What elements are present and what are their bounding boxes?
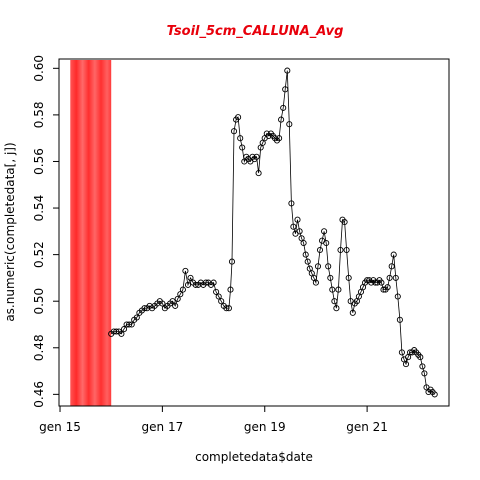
- data-point: [215, 293, 222, 300]
- series-line: [110, 70, 436, 395]
- data-point: [225, 305, 232, 312]
- data-point: [187, 274, 194, 281]
- data-point: [177, 291, 184, 298]
- data-point: [421, 370, 428, 377]
- data-point: [396, 316, 403, 323]
- x-axis: gen 15 gen 17 gen 19 gen 21: [39, 405, 388, 434]
- y-tick-label: 0.58: [32, 102, 46, 129]
- data-point: [120, 326, 128, 333]
- data-point: [118, 330, 125, 337]
- data-point: [174, 295, 181, 302]
- data-point: [296, 228, 303, 235]
- data-point: [312, 279, 319, 286]
- data-point: [314, 263, 322, 270]
- data-point: [327, 274, 334, 281]
- data-point: [323, 239, 330, 247]
- data-point: [402, 361, 410, 368]
- data-point: [388, 263, 395, 270]
- highlight-band-layer: [70, 60, 112, 406]
- y-tick-label: 0.50: [32, 288, 46, 315]
- data-point: [286, 121, 293, 128]
- data-point: [302, 251, 309, 258]
- data-point: [316, 246, 324, 254]
- data-point: [227, 286, 234, 293]
- data-point: [331, 298, 338, 305]
- chart-title: Tsoil_5cm_CALLUNA_Avg: [167, 24, 344, 39]
- y-axis: 0.46 0.48 0.50 0.52 0.54 0.56 0.58 0.60: [32, 55, 60, 408]
- y-tick-label: 0.54: [32, 195, 46, 222]
- data-point: [202, 279, 209, 286]
- data-point: [182, 267, 189, 274]
- data-point: [294, 216, 301, 223]
- data-point: [159, 300, 166, 307]
- data-point: [337, 246, 344, 254]
- data-point: [278, 116, 285, 123]
- data-points-layer: [108, 67, 438, 398]
- data-point: [284, 67, 291, 74]
- data-point: [288, 200, 295, 207]
- data-point: [431, 391, 438, 398]
- data-point: [394, 293, 401, 300]
- y-axis-label: as.numeric(completedata[, j]): [3, 142, 17, 321]
- y-tick-label: 0.60: [32, 55, 46, 82]
- x-tick-label: gen 15: [39, 420, 81, 434]
- data-point: [239, 144, 246, 151]
- data-point: [384, 284, 391, 291]
- data-point: [253, 153, 260, 160]
- data-point: [390, 251, 397, 258]
- data-point: [349, 309, 356, 316]
- data-point: [141, 305, 148, 312]
- data-point: [333, 305, 340, 312]
- y-tick-label: 0.56: [32, 148, 46, 175]
- data-point: [169, 298, 176, 305]
- data-point: [398, 349, 405, 356]
- data-point: [113, 328, 120, 335]
- x-tick-label: gen 19: [244, 420, 286, 434]
- data-point: [172, 302, 179, 309]
- data-point: [133, 314, 140, 321]
- highlight-band: [70, 60, 112, 406]
- y-tick-label: 0.52: [32, 241, 46, 268]
- x-tick-label: gen 17: [142, 420, 184, 434]
- data-point: [386, 274, 393, 281]
- data-point: [335, 286, 342, 293]
- data-point: [218, 298, 225, 305]
- data-point: [282, 86, 289, 93]
- data-point: [419, 363, 426, 370]
- y-tick-label: 0.46: [32, 381, 46, 408]
- data-point: [179, 286, 186, 293]
- data-point: [325, 263, 332, 270]
- data-point: [280, 104, 287, 111]
- x-axis-label: completedata$date: [195, 450, 313, 464]
- data-point: [276, 135, 283, 142]
- data-point: [128, 321, 135, 328]
- plot-frame: [58, 58, 450, 407]
- data-point: [392, 274, 399, 281]
- data-point: [184, 281, 192, 288]
- data-point: [417, 354, 424, 361]
- data-point: [304, 258, 311, 265]
- data-point: [223, 305, 230, 312]
- data-point: [213, 288, 220, 295]
- data-point: [237, 135, 244, 142]
- data-point: [300, 239, 307, 247]
- data-point: [329, 286, 336, 293]
- data-point: [321, 228, 328, 235]
- data-point: [126, 321, 133, 328]
- data-point: [345, 274, 352, 281]
- data-point: [230, 128, 238, 135]
- data-point: [228, 258, 236, 265]
- data-point: [343, 246, 350, 254]
- data-point: [341, 218, 348, 226]
- data-point: [192, 281, 199, 288]
- x-tick-label: gen 21: [346, 420, 388, 434]
- data-point: [255, 170, 262, 177]
- series-line-layer: [110, 70, 436, 395]
- data-point: [235, 114, 242, 121]
- data-point: [378, 279, 385, 286]
- data-point: [210, 279, 217, 286]
- y-tick-label: 0.48: [32, 334, 46, 361]
- data-point: [290, 223, 297, 230]
